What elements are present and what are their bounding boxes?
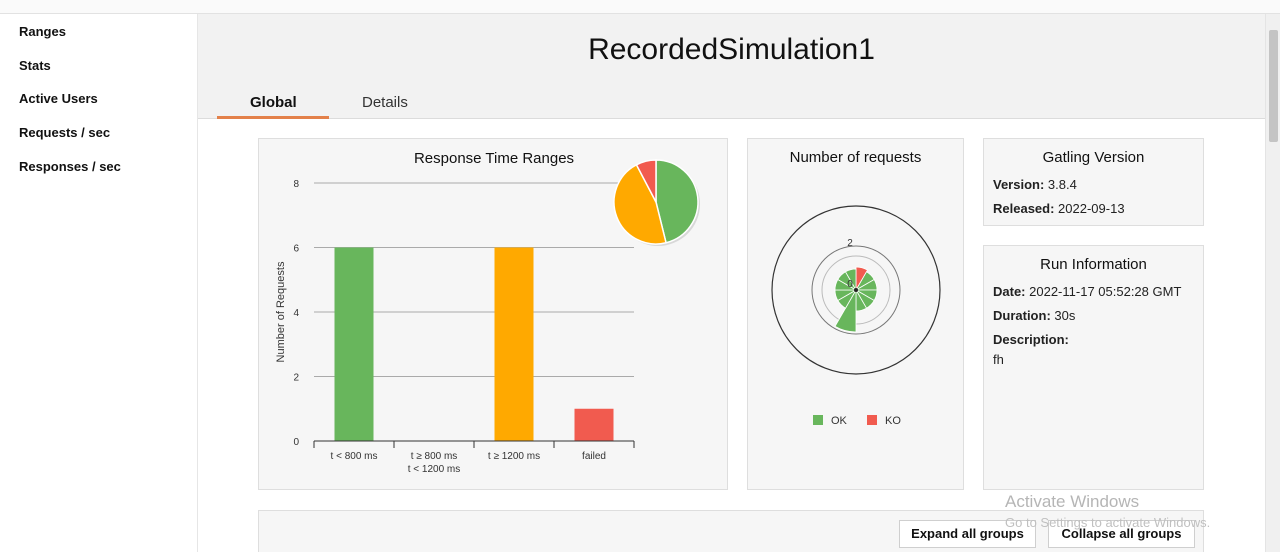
description-row: Description: [993, 332, 1069, 347]
x-tick-label: t < 1200 ms [408, 464, 461, 475]
activate-windows-hint: Go to Settings to activate Windows. [1005, 515, 1211, 530]
released-value: 2022-09-13 [1058, 201, 1125, 216]
pie-slice[interactable] [655, 159, 699, 244]
sidebar-item-ranges[interactable]: Ranges [19, 24, 66, 39]
activate-windows-watermark: Activate Windows [1005, 492, 1140, 511]
duration-value: 30s [1054, 308, 1076, 323]
y-tick-label: 4 [293, 308, 299, 319]
run-information-panel: Run Information Date: 2022-11-17 05:52:2… [983, 245, 1204, 490]
date-value: 2022-11-17 05:52:28 GMT [1029, 284, 1182, 299]
radar-scale-label: 2 [847, 238, 853, 249]
radar-outer-ring [771, 205, 941, 375]
radar-wedge [834, 288, 857, 333]
released-label: Released: [993, 201, 1055, 216]
duration-row: Duration: 30s [993, 308, 1075, 323]
response-time-ranges-panel: Response Time Ranges Number of Requests … [258, 138, 728, 490]
tab-global[interactable]: Global [250, 94, 297, 111]
version-row: Version: 3.8.4 [993, 177, 1077, 192]
active-tab-indicator [217, 116, 329, 119]
sidebar-item-requests-per-sec[interactable]: Requests / sec [19, 125, 111, 140]
window-top-bar [0, 0, 1280, 14]
radar-mid-ring [811, 245, 901, 335]
vertical-scrollbar[interactable] [1265, 14, 1280, 552]
sidebar-item-stats[interactable]: Stats [19, 58, 51, 73]
description-value: fh [993, 352, 1004, 367]
legend-ko-label[interactable]: KO [885, 415, 901, 427]
collapse-all-groups-button[interactable]: Collapse all groups [1048, 520, 1195, 548]
chart-pie [613, 159, 700, 246]
number-of-requests-chart: 2 0 OK KO [771, 205, 941, 427]
duration-label: Duration: [993, 308, 1051, 323]
response-time-ranges-chart: Response Time Ranges Number of Requests … [275, 150, 700, 475]
version-value: 3.8.4 [1047, 177, 1077, 192]
y-tick-label: 6 [293, 244, 299, 255]
scrollbar-thumb[interactable] [1269, 30, 1278, 142]
x-tick-label: t ≥ 1200 ms [488, 451, 540, 462]
radar-scale-label: 0 [847, 279, 853, 290]
expand-all-groups-button[interactable]: Expand all groups [899, 520, 1036, 548]
released-row: Released: 2022-09-13 [993, 201, 1125, 216]
page-title: RecordedSimulation1 [588, 33, 875, 66]
radar-center [854, 288, 858, 292]
sidebar-item-active-users[interactable]: Active Users [19, 91, 98, 106]
tab-details[interactable]: Details [362, 94, 408, 111]
y-tick-label: 0 [293, 437, 299, 448]
legend-ok-label[interactable]: OK [831, 415, 848, 427]
sidebar: Ranges Stats Active Users Requests / sec… [0, 14, 198, 552]
run-information-title: Run Information [1040, 256, 1147, 273]
chart-bar[interactable] [494, 247, 534, 442]
legend-ok-swatch [813, 415, 823, 425]
x-tick-label: t ≥ 800 ms [411, 451, 458, 462]
x-tick-label: t < 800 ms [331, 451, 378, 462]
main-area: RecordedSimulation1 Global Details Respo… [198, 14, 1265, 552]
content-area: Response Time Ranges Number of Requests … [198, 119, 1265, 552]
pie-slice[interactable] [635, 159, 657, 203]
radar-wedge [844, 268, 857, 292]
statistics-panel: Expand all groups Collapse all groups [258, 510, 1204, 552]
number-of-requests-panel: Number of requests 2 0 OK KO [747, 138, 964, 490]
chart-bar[interactable] [334, 247, 374, 442]
chart-x-axis: t < 800 ms t ≥ 800 ms t < 1200 ms t ≥ 1200 … [313, 440, 635, 475]
pie-slice[interactable] [613, 163, 667, 245]
tabs-divider [198, 118, 1265, 119]
chart-bars [334, 247, 614, 442]
version-label: Version: [993, 177, 1045, 192]
sidebar-item-responses-per-sec[interactable]: Responses / sec [19, 159, 121, 174]
date-row: Date: 2022-11-17 05:52:28 GMT [993, 284, 1181, 299]
gatling-version-panel: Gatling Version Version: 3.8.4 Released:… [983, 138, 1204, 226]
number-of-requests-title: Number of requests [789, 149, 922, 166]
y-tick-label: 2 [293, 373, 299, 384]
chart-title: Response Time Ranges [414, 150, 574, 167]
date-label: Date: [993, 284, 1026, 299]
y-tick-label: 8 [293, 179, 299, 190]
y-axis-label: Number of Requests [275, 261, 287, 362]
description-label: Description: [993, 332, 1069, 347]
x-tick-label: failed [582, 451, 606, 462]
gatling-version-title: Gatling Version [1042, 149, 1145, 166]
radar-wedges [834, 266, 878, 333]
legend-ko-swatch [867, 415, 877, 425]
chart-bar[interactable] [574, 408, 614, 441]
